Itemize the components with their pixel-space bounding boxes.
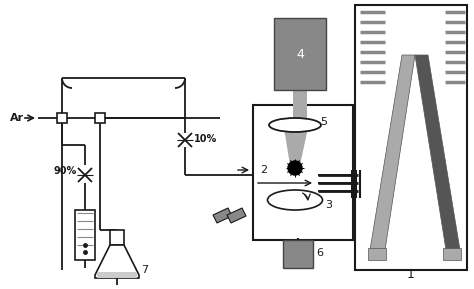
Ellipse shape: [269, 118, 321, 132]
Bar: [110, 230, 124, 245]
Text: 2: 2: [260, 165, 267, 175]
Bar: [355, 5, 467, 270]
Circle shape: [288, 161, 302, 175]
Bar: [283, 240, 313, 268]
Text: 90%: 90%: [54, 166, 77, 176]
Text: 5: 5: [320, 117, 327, 127]
Text: 1: 1: [407, 268, 415, 281]
Text: 4: 4: [296, 47, 304, 60]
Bar: [368, 248, 386, 260]
Bar: [57, 113, 67, 123]
Polygon shape: [95, 245, 139, 278]
Bar: [293, 90, 307, 125]
Bar: [75, 210, 95, 260]
Polygon shape: [227, 208, 246, 223]
Text: Ar: Ar: [10, 113, 24, 123]
Polygon shape: [415, 55, 460, 250]
Text: 7: 7: [141, 265, 148, 275]
Polygon shape: [97, 272, 137, 278]
Polygon shape: [370, 55, 415, 250]
Bar: [274, 18, 326, 90]
Ellipse shape: [267, 190, 322, 210]
Polygon shape: [284, 128, 308, 165]
Text: 6: 6: [316, 248, 323, 258]
Text: 10%: 10%: [194, 134, 217, 144]
Bar: [443, 248, 461, 260]
Bar: [95, 113, 105, 123]
Text: 3: 3: [325, 200, 332, 210]
Bar: [253, 105, 353, 240]
Polygon shape: [213, 208, 232, 223]
